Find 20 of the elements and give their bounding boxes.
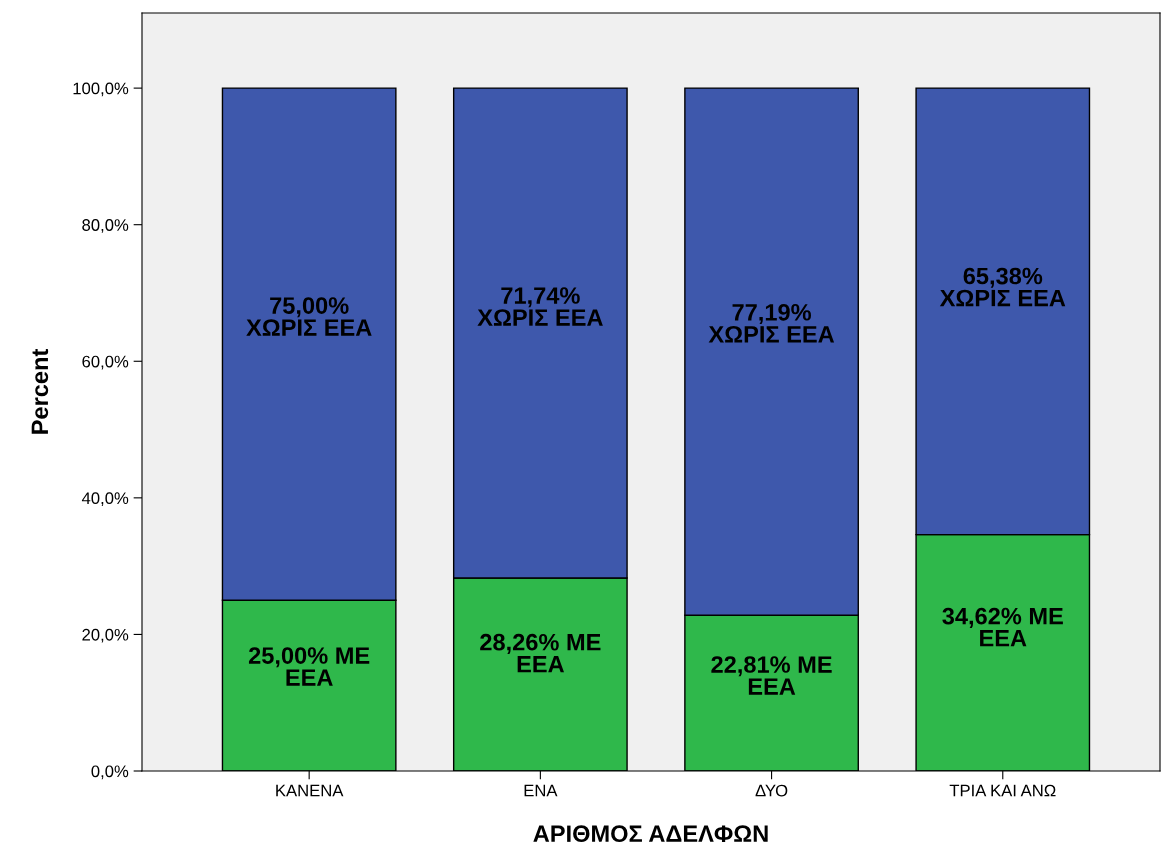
- y-axis-title: Percent: [31, 348, 49, 434]
- data-label: 22,81% ΜΕ ΕΕΑ: [711, 656, 832, 695]
- data-label: 75,00% ΧΩΡΙΣ ΕΕΑ: [246, 297, 372, 336]
- x-tick-label: ΔΥΟ: [755, 784, 788, 797]
- data-label: 71,74% ΧΩΡΙΣ ΕΕΑ: [477, 287, 603, 326]
- x-tick-label: ΚΑΝΕΝΑ: [276, 784, 344, 797]
- data-label: 77,19% ΧΩΡΙΣ ΕΕΑ: [708, 303, 835, 343]
- data-label: 34,62% ΜΕ ΕΕΑ: [942, 607, 1063, 647]
- y-tick-label: 100,0%: [73, 82, 129, 97]
- x-tick-label: ΤΡΙΑ ΚΑΙ ΑΝΩ: [949, 784, 1056, 797]
- y-tick-label: 40,0%: [81, 492, 129, 507]
- x-tick-label: ΕΝΑ: [524, 784, 558, 797]
- data-label: 28,26% ΜΕ ΕΕΑ: [480, 633, 601, 673]
- data-label: 25,00% ΜΕ ΕΕΑ: [248, 647, 370, 686]
- y-tick-label: 60,0%: [82, 355, 129, 370]
- x-axis-title: ΑΡΙΘΜΟΣ ΑΔΕΛΦΩΝ: [533, 825, 768, 843]
- y-tick-label: 80,0%: [82, 219, 129, 233]
- data-label: 65,38% ΧΩΡΙΣ ΕΕΑ: [939, 267, 1066, 307]
- y-tick-label: 0,0%: [91, 765, 129, 780]
- y-tick-label: 20,0%: [82, 628, 129, 643]
